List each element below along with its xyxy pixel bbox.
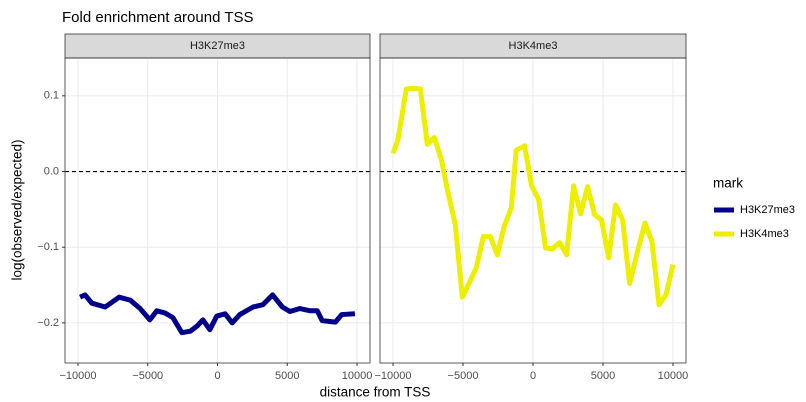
- y-axis-label: log(observed/expected): [10, 139, 25, 280]
- x-tick-label: 0: [214, 370, 220, 382]
- line: [390, 85, 676, 308]
- strip-label: H3K27me3: [190, 40, 245, 52]
- x-axis-label: distance from TSS: [320, 385, 431, 400]
- strip-label: H3K4me3: [509, 40, 558, 52]
- x-tick-label: 5000: [591, 370, 615, 382]
- chart-title: Fold enrichment around TSS: [62, 9, 254, 26]
- x-tick-label: 0: [530, 370, 536, 382]
- x-tick-label: −10000: [59, 370, 96, 382]
- legend-label: H3K4me3: [740, 228, 789, 240]
- x-tick-label: 10000: [342, 370, 373, 382]
- x-tick-label: −10000: [375, 370, 412, 382]
- x-tick-label: 10000: [658, 370, 689, 382]
- x-tick-label: −5000: [448, 370, 479, 382]
- x-tick-label: −5000: [132, 370, 163, 382]
- line: [79, 292, 356, 336]
- strip: [64, 33, 371, 59]
- y-tick-label: 0.1: [44, 90, 59, 102]
- panel-border: [379, 57, 687, 364]
- y-tick-label: −0.2: [37, 317, 59, 329]
- legend-title: mark: [713, 176, 743, 191]
- legend-label: H3K27me3: [740, 204, 795, 216]
- y-tick-label: 0.0: [44, 165, 59, 177]
- y-tick-label: −0.1: [37, 241, 59, 253]
- panel-border: [64, 57, 371, 364]
- x-tick-label: 5000: [275, 370, 299, 382]
